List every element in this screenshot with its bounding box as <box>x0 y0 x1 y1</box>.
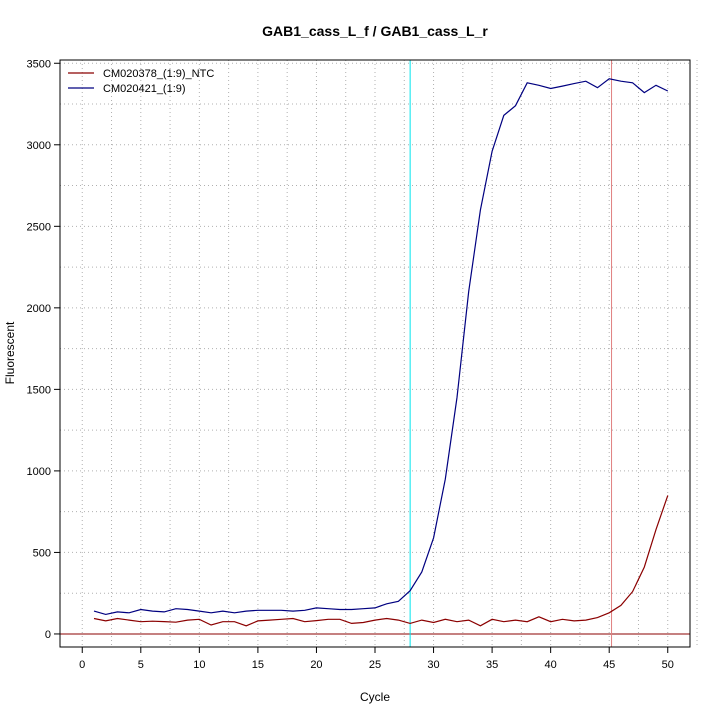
y-tick-label: 1500 <box>27 384 51 396</box>
series-line-2 <box>93 78 669 616</box>
x-tick-label: 5 <box>138 659 144 671</box>
x-tick-label: 45 <box>603 659 615 671</box>
y-axis: 0 500 1000 1500 2000 2500 3000 3500 <box>27 58 60 641</box>
y-tick-label: 0 <box>45 629 51 641</box>
x-tick-label: 15 <box>252 659 264 671</box>
y-tick-label: 2000 <box>27 303 51 315</box>
legend: CM020378_(1:9)_NTC CM020421_(1:9) <box>68 68 214 95</box>
x-tick-label: 35 <box>486 659 498 671</box>
y-tick-label: 1000 <box>27 466 51 478</box>
series-lines <box>93 78 669 627</box>
y-tick-label: 3000 <box>27 140 51 152</box>
x-tick-label: 50 <box>662 659 674 671</box>
legend-label-2: CM020421_(1:9) <box>103 83 186 95</box>
x-tick-label: 25 <box>369 659 381 671</box>
x-axis-label: Cycle <box>360 690 390 704</box>
chart-title: GAB1_cass_L_f / GAB1_cass_L_r <box>262 23 488 39</box>
series-line-1 <box>93 495 669 627</box>
legend-label-1: CM020378_(1:9)_NTC <box>103 68 214 80</box>
grid-lines <box>60 60 698 647</box>
y-tick-label: 3500 <box>27 58 51 70</box>
y-tick-label: 2500 <box>27 221 51 233</box>
x-tick-label: 20 <box>310 659 322 671</box>
x-tick-label: 0 <box>79 659 85 671</box>
x-tick-label: 10 <box>193 659 205 671</box>
x-tick-label: 40 <box>545 659 557 671</box>
y-axis-label: Fluorescent <box>3 321 17 384</box>
x-tick-label: 30 <box>427 659 439 671</box>
y-tick-label: 500 <box>33 547 51 559</box>
x-axis: 0 5 10 15 20 25 30 35 40 45 50 <box>79 647 674 671</box>
reference-lines <box>60 60 690 647</box>
